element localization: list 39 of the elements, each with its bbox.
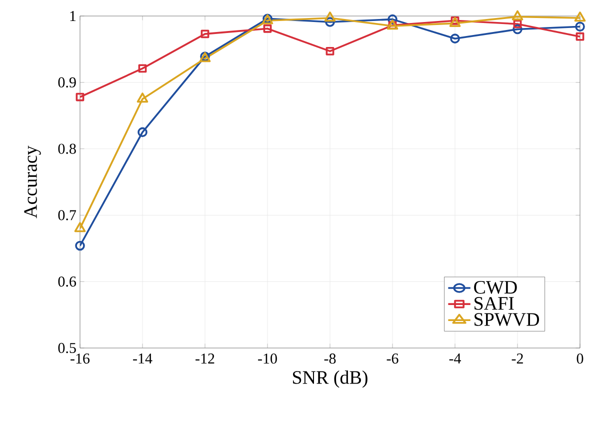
y-tick-label: 1 xyxy=(70,11,76,21)
legend-label: SAFI xyxy=(474,297,514,310)
point xyxy=(324,12,336,22)
point xyxy=(75,240,85,251)
point xyxy=(326,46,334,56)
point xyxy=(200,30,210,38)
point xyxy=(512,24,522,34)
y-axis-title: Accuracy xyxy=(24,146,41,218)
point xyxy=(388,14,398,24)
point xyxy=(76,92,84,102)
point xyxy=(513,20,522,28)
x-tick-label: -14 xyxy=(133,354,152,364)
legend-label: CWD xyxy=(474,280,517,294)
x-tick-label: -6 xyxy=(386,354,398,364)
x-tick-label: -12 xyxy=(196,354,214,364)
x-tick-label: -2 xyxy=(512,354,523,364)
x-tick-label: -10 xyxy=(258,354,277,364)
x-tick-label: -16 xyxy=(70,354,90,364)
point xyxy=(450,34,460,44)
x-tick-label: 0 xyxy=(576,354,584,364)
y-tick-label: 0.9 xyxy=(58,77,76,88)
y-tick-label: 0.8 xyxy=(58,144,76,154)
y-tick-label: 0.6 xyxy=(58,276,76,287)
point xyxy=(74,222,86,232)
point xyxy=(136,92,148,103)
point xyxy=(512,10,524,20)
legend-label: SPWVD xyxy=(474,313,540,326)
point xyxy=(325,17,335,27)
point xyxy=(575,22,585,32)
x-tick-label: -8 xyxy=(324,354,336,364)
y-tick-label: 0.5 xyxy=(58,342,76,354)
point xyxy=(574,12,586,22)
point xyxy=(576,32,584,41)
x-tick-label: -4 xyxy=(449,354,462,364)
point xyxy=(263,24,272,33)
point xyxy=(138,127,148,138)
y-tick-label: 0.7 xyxy=(58,210,76,220)
point xyxy=(138,64,147,73)
x-axis-title: SNR (dB) xyxy=(293,370,368,388)
